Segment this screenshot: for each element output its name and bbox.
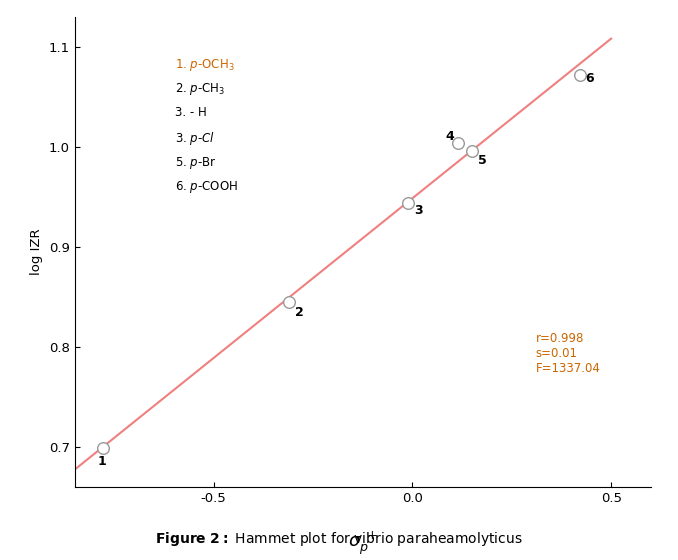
Text: 3: 3 [414,204,423,217]
Point [283,297,294,306]
Text: 2. $\mathit{p}$-CH$_3$: 2. $\mathit{p}$-CH$_3$ [176,81,226,97]
Text: 5: 5 [478,155,487,167]
Text: 3. - H: 3. - H [176,106,207,119]
Text: 3. $\mathit{p}$-$\mathit{Cl}$: 3. $\mathit{p}$-$\mathit{Cl}$ [176,130,216,147]
Text: 2: 2 [295,306,304,319]
Text: $\sigma_p^{\ +}$: $\sigma_p^{\ +}$ [348,530,378,557]
Y-axis label: log IZR: log IZR [30,228,43,276]
Point [574,71,585,80]
Point [98,444,108,452]
Point [466,146,477,155]
Text: 1. $\mathit{p}$-OCH$_3$: 1. $\mathit{p}$-OCH$_3$ [176,57,235,73]
Text: 5. $\mathit{p}$-Br: 5. $\mathit{p}$-Br [176,155,217,171]
Text: 4: 4 [446,130,454,143]
Text: 6. $\mathit{p}$-COOH: 6. $\mathit{p}$-COOH [176,179,239,195]
Text: $\mathbf{Figure\ 2:}$ Hammet plot for vibrio paraheamolyticus: $\mathbf{Figure\ 2:}$ Hammet plot for vi… [155,530,523,548]
Text: 6: 6 [586,72,595,85]
Text: r=0.998
s=0.01
F=1337.04: r=0.998 s=0.01 F=1337.04 [536,332,601,375]
Text: 1: 1 [97,455,106,468]
Point [452,138,463,147]
Point [403,198,414,207]
